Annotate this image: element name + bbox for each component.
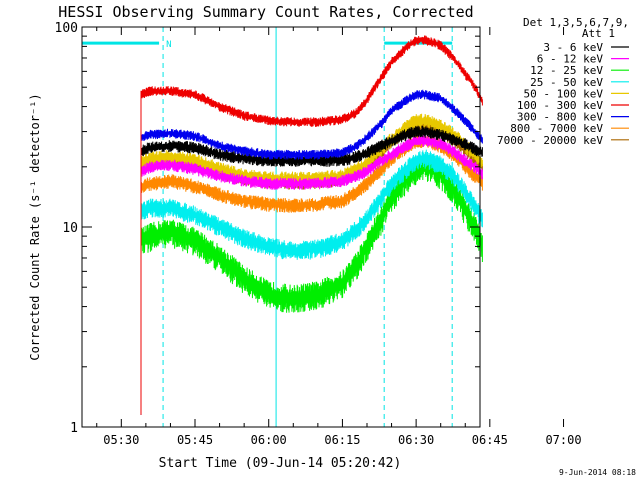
x-tick-label-2: 05:45: [177, 433, 213, 447]
legend-label-3: 12 - 25 keV: [530, 64, 603, 77]
flag-label: N: [166, 40, 171, 50]
x-tick-label-6: 06:45: [472, 433, 508, 447]
legend-label-8: 800 - 7000 keV: [510, 122, 603, 135]
series-line-7: [140, 89, 483, 415]
y-tick-label-3: 100: [55, 21, 78, 36]
series-line-4: [140, 149, 483, 415]
y-axis-label: Corrected Count Rate (s⁻¹ detector⁻¹): [28, 93, 42, 360]
legend-header-line-1: Det 1,3,5,6,7,9,: [523, 16, 629, 29]
y-tick-label-2: 10: [62, 221, 78, 236]
series-line-3: [140, 153, 483, 415]
y-tick-label-1: 1: [70, 421, 78, 436]
legend-label-5: 50 - 100 keV: [524, 87, 604, 100]
legend-header-line-2: Att 1: [582, 27, 615, 40]
series-line-5: [140, 113, 483, 415]
plot-frame: [81, 26, 481, 428]
legend-label-7: 300 - 800 keV: [517, 111, 603, 124]
x-tick-label-7: 07:00: [545, 433, 581, 447]
series-line-1: [140, 125, 483, 415]
legend-label-4: 25 - 50 keV: [530, 76, 603, 89]
footer-date: 9-Jun-2014 08:18: [559, 468, 636, 477]
legend-label-6: 100 - 300 keV: [517, 99, 603, 112]
legend-label-9: 7000 - 20000 keV: [497, 134, 603, 147]
series-line-6: [140, 35, 483, 415]
axes: 05:30 05:45 06:00 06:15 06:30 06:45 07:00 1 10 10…: [55, 21, 582, 447]
x-tick-label-1: 05:30: [103, 433, 139, 447]
x-tick-label-3: 06:00: [251, 433, 287, 447]
plot-area: N: [82, 27, 483, 427]
legend-label-2: 6 - 12 keV: [537, 53, 604, 66]
chart-title: HESSI Observing Summary Count Rates, Cor…: [58, 3, 473, 21]
series-line-2: [140, 134, 483, 415]
legend-label-1: 3 - 6 keV: [543, 41, 603, 54]
x-tick-label-4: 06:15: [324, 433, 360, 447]
x-tick-label-5: 06:30: [398, 433, 434, 447]
x-axis-label: Start Time (09-Jun-14 05:20:42): [159, 456, 402, 471]
